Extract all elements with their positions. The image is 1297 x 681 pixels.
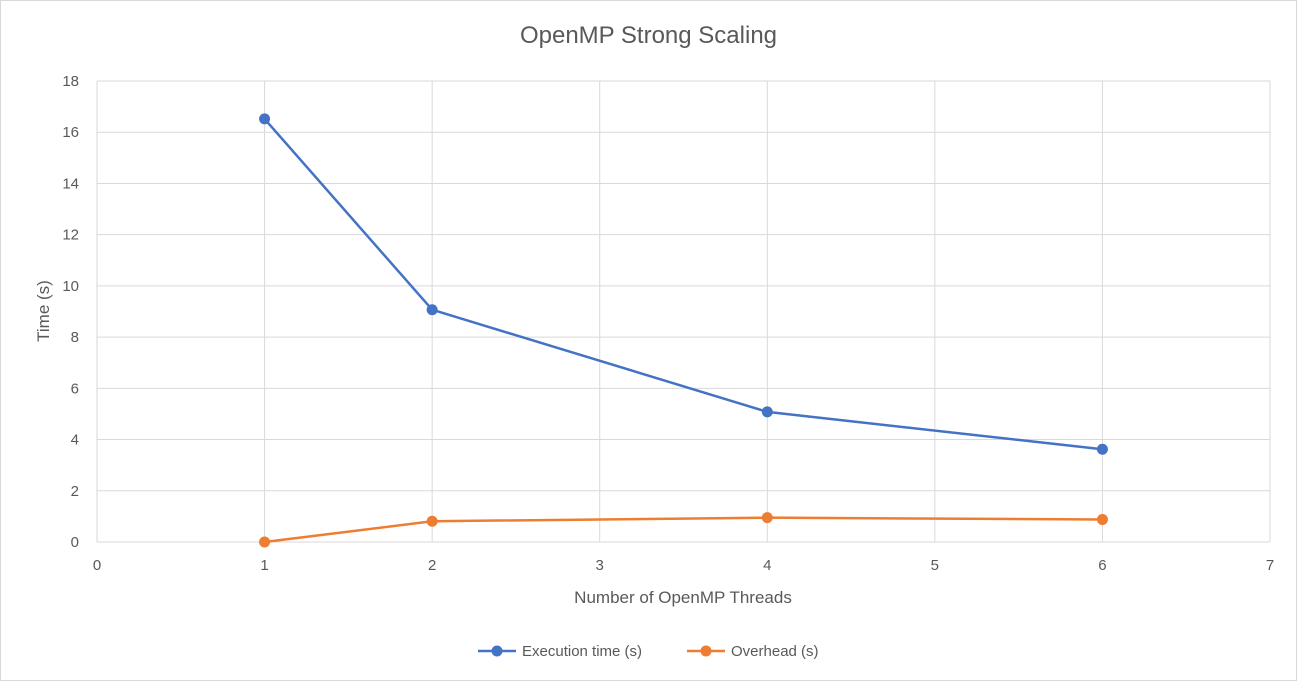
chart-title: OpenMP Strong Scaling <box>519 22 778 49</box>
x-tick-label: 6 <box>1098 557 1106 574</box>
y-tick-label: 8 <box>71 329 79 346</box>
x-tick-label: 2 <box>428 557 436 574</box>
y-axis-ticks: 0 2 4 6 8 10 12 14 16 18 <box>62 73 79 551</box>
y-axis-title: Time (s) <box>34 280 53 342</box>
series-line-1 <box>263 118 1103 451</box>
x-tick-label: 5 <box>931 557 939 574</box>
x-tick-label: 7 <box>1266 557 1274 574</box>
data-point <box>1096 513 1108 525</box>
data-point <box>761 406 773 418</box>
y-tick-label: 16 <box>62 124 79 141</box>
y-tick-label: 0 <box>71 534 79 551</box>
data-point <box>426 304 438 316</box>
y-tick-label: 6 <box>71 380 79 397</box>
x-tick-label: 1 <box>260 557 268 574</box>
legend-label-1: Execution time (s) <box>522 643 642 660</box>
y-tick-label: 2 <box>71 483 79 500</box>
y-tick-label: 12 <box>62 227 79 244</box>
x-axis-title: Number of OpenMP Threads <box>574 588 792 607</box>
y-tick-label: 18 <box>62 73 79 90</box>
x-tick-label: 4 <box>763 557 771 574</box>
y-tick-label: 14 <box>62 175 79 192</box>
legend-marker-2 <box>700 645 712 657</box>
series-layer <box>259 113 1108 548</box>
y-tick-label: 10 <box>62 278 79 295</box>
legend-label-2: Overhead (s) <box>731 643 819 660</box>
x-tick-label: 0 <box>93 557 101 574</box>
data-point <box>259 536 271 548</box>
y-tick-label: 4 <box>71 432 79 449</box>
gridlines <box>96 80 1271 543</box>
series-line-2 <box>264 516 1103 544</box>
legend-marker-1 <box>491 645 503 657</box>
data-point <box>259 113 271 125</box>
data-point <box>761 512 773 524</box>
x-tick-label: 3 <box>596 557 604 574</box>
data-point <box>426 515 438 527</box>
data-point <box>1096 443 1108 455</box>
legend: Execution time (s) Overhead (s) <box>478 643 819 660</box>
x-axis-ticks: 0 1 2 3 4 5 6 7 <box>93 557 1274 574</box>
